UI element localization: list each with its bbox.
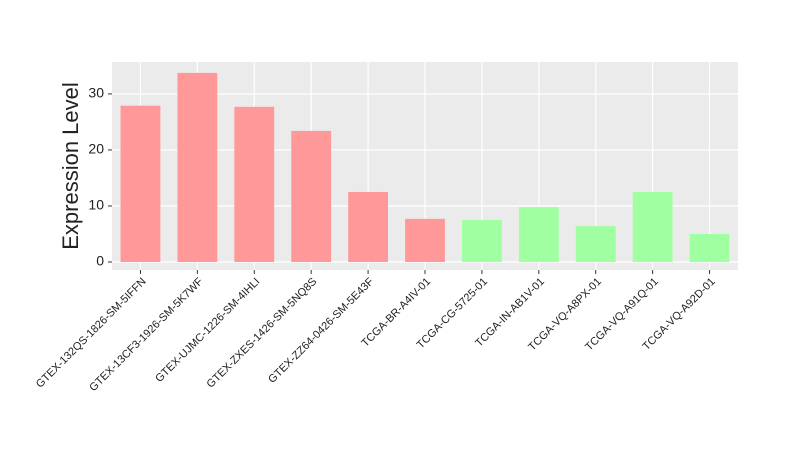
y-tick-label: 30 [88,85,104,101]
x-tick-label: GTEX-ZXES-1426-SM-5NQ8S [205,276,320,391]
bar [120,105,161,262]
bar [689,233,730,262]
x-tick-label: GTEX-ZZ64-0426-SM-5E43F [266,275,376,385]
bar [177,72,218,262]
x-tick-label: GTEX-13CF3-1926-SM-5K7WF [87,275,205,393]
x-tick-label: GTEX-132QS-1826-SM-5IFFN [34,276,149,391]
bar [575,226,616,262]
y-tick-label: 20 [88,141,104,157]
y-tick-label: 0 [96,253,104,269]
bar [461,219,502,262]
bar [405,218,445,262]
bar [234,106,275,262]
bar [291,130,332,262]
x-tick-label: GTEX-UJMC-1226-SM-4IHLI [153,276,262,385]
bar [632,191,673,262]
y-tick-label: 10 [88,197,104,213]
y-axis-title: Expression Level [58,82,83,250]
bar [518,207,559,262]
bar [348,191,389,262]
